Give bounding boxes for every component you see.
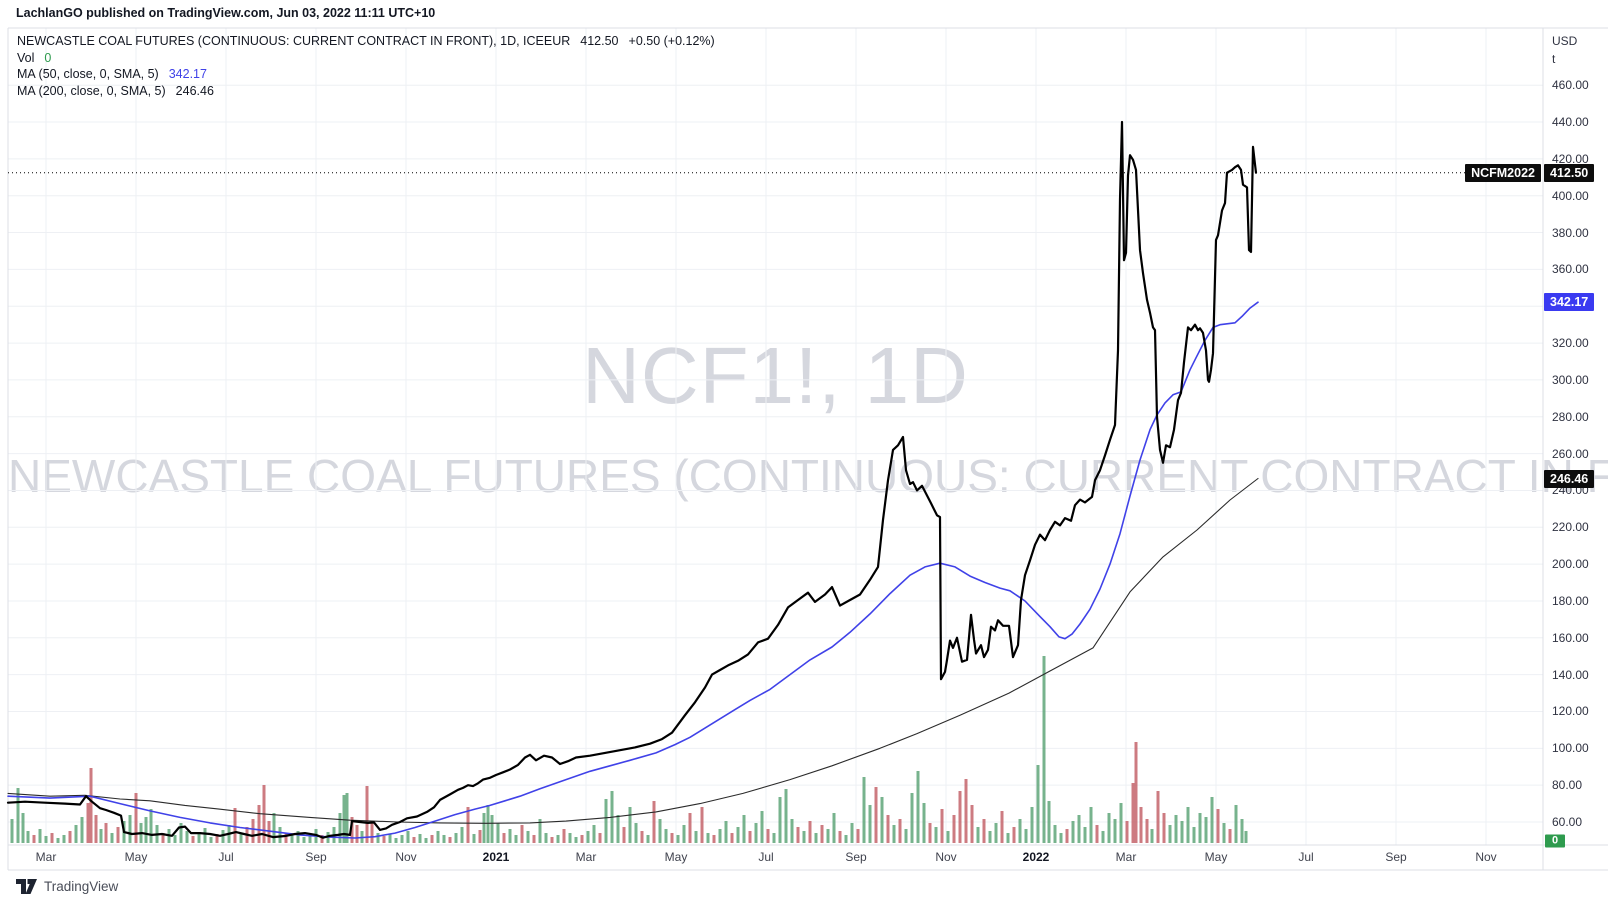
price-axis-label: 260.00	[1552, 446, 1589, 461]
legend-ma50-row[interactable]: MA (50, close, 0, SMA, 5) 342.17	[17, 66, 715, 83]
price-axis-label: 360.00	[1552, 262, 1589, 277]
price-axis-label: 80.00	[1552, 778, 1583, 793]
vol-value: 0	[44, 50, 52, 65]
time-axis-label: May	[664, 850, 688, 864]
price-change: +0.50 (+0.12%)	[628, 34, 715, 48]
tradingview-logo-icon	[16, 879, 37, 894]
legend-symbol-row[interactable]: NEWCASTLE COAL FUTURES (CONTINUOUS: CURR…	[17, 33, 715, 50]
last-price: 412.50	[580, 34, 619, 48]
legend-volume-row[interactable]: Vol 0	[17, 50, 715, 67]
symbol-title: NEWCASTLE COAL FUTURES (CONTINUOUS: CURR…	[17, 34, 571, 48]
price-axis-label: 60.00	[1552, 815, 1583, 829]
price-axis-label: 180.00	[1552, 593, 1589, 608]
tradingview-logo-text: TradingView	[44, 879, 119, 894]
publish-attribution: LachlanGO published on TradingView.com, …	[16, 6, 436, 20]
price-axis-label: 460.00	[1552, 78, 1589, 93]
tradingview-logo[interactable]: TradingView	[16, 879, 118, 894]
price-value-badge: 412.50	[1544, 163, 1595, 182]
price-axis-label: 200.00	[1552, 557, 1589, 572]
time-axis-label: Mar	[35, 850, 57, 864]
time-axis-label: 2021	[482, 850, 510, 864]
time-axis-label: Jul	[218, 850, 234, 864]
time-axis-label: Jul	[758, 850, 774, 864]
vol-label: Vol	[17, 50, 35, 65]
price-axis-label: 320.00	[1552, 336, 1589, 351]
time-axis-label: Nov	[935, 850, 957, 864]
time-axis-label: Nov	[395, 850, 417, 864]
price-axis-label: 420.00	[1552, 151, 1589, 166]
price-axis-label: 380.00	[1552, 225, 1589, 240]
time-axis-label: Sep	[305, 850, 327, 864]
time-axis-label: 2022	[1022, 850, 1050, 864]
price-axis-label: 140.00	[1552, 667, 1589, 682]
ma50-label: MA (50, close, 0, SMA, 5)	[17, 67, 159, 81]
price-axis-label: 400.00	[1552, 188, 1589, 203]
price-axis-unit-tonne: t	[1552, 52, 1556, 66]
time-axis-label: Sep	[845, 850, 867, 864]
ma200-value: 246.46	[175, 83, 214, 98]
price-axis-label: 100.00	[1552, 741, 1589, 756]
time-axis-label: Mar	[575, 850, 597, 864]
price-value-badge: 246.46	[1544, 469, 1595, 488]
price-axis-label: 120.00	[1552, 704, 1589, 719]
contract-label-badge: NCFM2022	[1465, 163, 1541, 182]
price-axis-label: 300.00	[1552, 372, 1589, 387]
volume-value-badge: 0	[1545, 834, 1566, 848]
price-axis-label: 280.00	[1552, 409, 1589, 424]
price-axis-label: 440.00	[1552, 115, 1589, 130]
legend-ma200-row[interactable]: MA (200, close, 0, SMA, 5) 246.46	[17, 83, 715, 100]
time-axis-label: May	[124, 850, 148, 864]
time-axis-label: Jul	[1298, 850, 1314, 864]
price-axis-unit-currency: USD	[1552, 34, 1578, 48]
price-axis-label: 160.00	[1552, 630, 1589, 645]
ma50-value: 342.17	[168, 67, 207, 81]
price-axis-label: 220.00	[1552, 520, 1589, 535]
time-axis-label: Nov	[1475, 850, 1497, 864]
price-value-badge: 342.17	[1544, 293, 1595, 312]
time-axis-label: Mar	[1115, 850, 1137, 864]
ma200-label: MA (200, close, 0, SMA, 5)	[17, 83, 166, 98]
time-axis-label: Sep	[1385, 850, 1407, 864]
time-axis-label: May	[1204, 850, 1228, 864]
chart-legend: NEWCASTLE COAL FUTURES (CONTINUOUS: CURR…	[17, 33, 715, 99]
